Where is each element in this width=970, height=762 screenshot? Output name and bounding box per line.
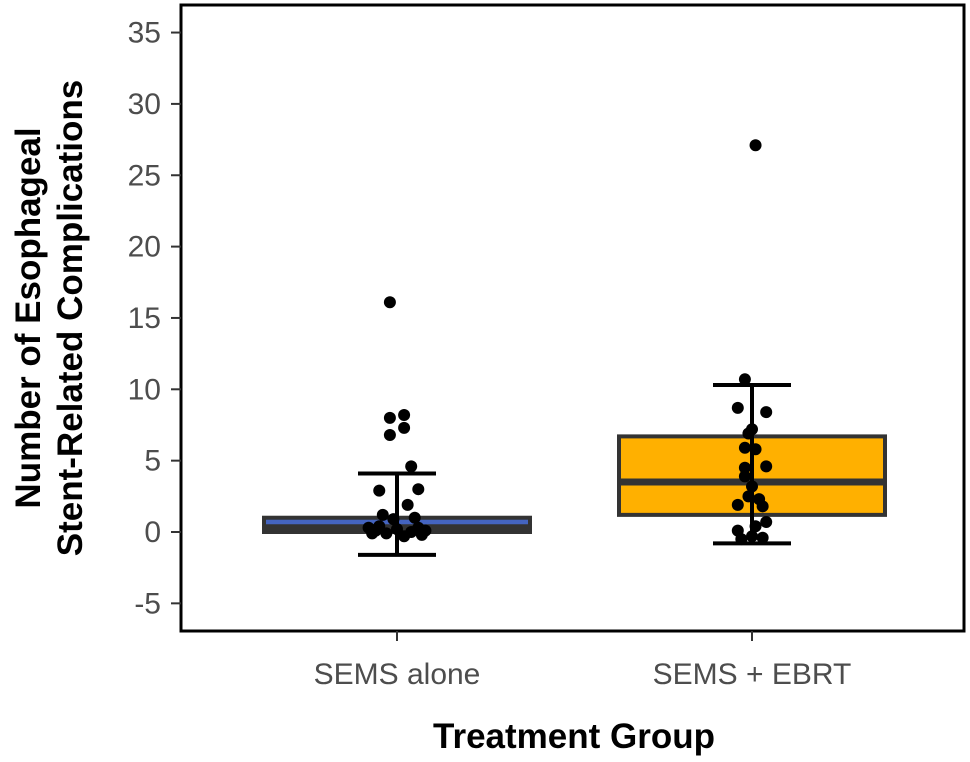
data-point — [398, 421, 411, 434]
y-tick-label: 25 — [128, 159, 161, 192]
data-point — [373, 484, 386, 497]
x-tick-label: SEMS alone — [314, 658, 481, 691]
data-point — [731, 498, 744, 511]
data-point — [749, 520, 762, 533]
data-point — [398, 408, 411, 421]
data-point — [383, 428, 396, 441]
x-axis-title: Treatment Group — [433, 717, 715, 756]
data-point — [731, 401, 744, 414]
data-point — [738, 373, 751, 386]
data-point — [746, 530, 758, 543]
y-tick-label: 20 — [128, 231, 161, 264]
y-axis: -5 0 5 10 15 20 25 30 35 — [128, 17, 181, 620]
y-tick-label: -5 — [134, 587, 161, 620]
y-tick-label: 5 — [144, 445, 161, 478]
data-point — [760, 406, 773, 419]
data-point — [383, 411, 396, 424]
data-point — [738, 441, 751, 454]
x-axis: SEMS alone SEMS + EBRT — [314, 631, 852, 691]
y-tick-label: 30 — [128, 88, 161, 121]
panel-border — [179, 3, 966, 633]
data-point — [419, 524, 432, 537]
plot-area — [262, 139, 887, 557]
data-point — [380, 527, 393, 540]
data-point — [760, 516, 773, 529]
data-point — [756, 500, 769, 513]
data-point — [756, 531, 769, 544]
data-point — [742, 427, 755, 440]
data-point — [738, 461, 751, 474]
group-2 — [617, 139, 887, 546]
group-1 — [262, 296, 532, 557]
data-point — [376, 508, 389, 521]
data-point — [405, 460, 418, 473]
x-tick-label: SEMS + EBRT — [653, 658, 852, 691]
data-point — [383, 296, 396, 309]
data-point — [401, 498, 414, 511]
data-point — [749, 139, 762, 152]
data-point — [398, 530, 411, 543]
data-point — [408, 511, 421, 524]
data-point — [742, 490, 755, 503]
y-axis-title-line-1: Number of Esophageal — [9, 127, 48, 508]
data-point — [738, 470, 751, 483]
data-point — [760, 460, 773, 473]
y-tick-label: 10 — [128, 373, 161, 406]
data-point — [387, 513, 400, 526]
data-point — [735, 533, 748, 546]
data-point — [362, 521, 375, 534]
y-tick-label: 35 — [128, 17, 161, 50]
y-tick-label: 15 — [128, 302, 161, 335]
data-point — [749, 443, 762, 456]
data-point — [412, 483, 425, 496]
y-axis-title-line-2: Stent-Related Complications — [51, 80, 90, 556]
data-point — [746, 480, 758, 493]
y-tick-label: 0 — [144, 516, 161, 549]
